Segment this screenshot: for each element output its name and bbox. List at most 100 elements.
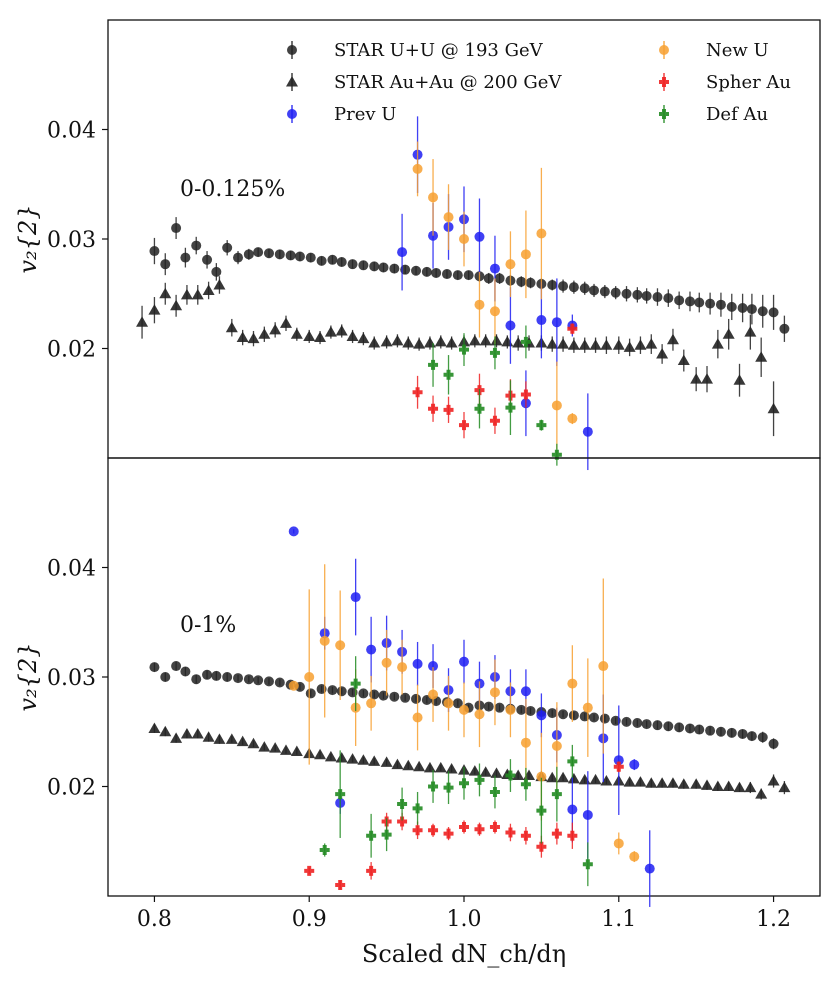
data-point — [171, 661, 182, 672]
data-point — [389, 263, 400, 274]
data-point — [737, 728, 748, 739]
series-star-au-au-200-gev — [148, 722, 791, 800]
legend-label: Prev U — [334, 104, 396, 125]
legend-label: Def Au — [706, 104, 768, 125]
data-point — [722, 780, 735, 791]
data-point — [757, 732, 768, 743]
legend-item-star-au-au-200-gev: STAR Au+Au @ 200 GeV — [286, 72, 562, 93]
data-point — [402, 337, 415, 348]
data-point — [211, 670, 222, 681]
data-point — [380, 756, 393, 767]
data-point — [280, 744, 292, 755]
data-point — [269, 742, 282, 753]
legend-label: Spher Au — [706, 72, 791, 93]
data-point — [582, 809, 593, 820]
data-point — [520, 249, 531, 260]
data-point — [369, 261, 380, 272]
series-prev-u — [288, 526, 655, 907]
data-point — [690, 373, 703, 384]
data-point — [358, 688, 369, 699]
data-point — [347, 259, 358, 270]
data-point — [443, 828, 454, 839]
data-point — [213, 733, 226, 744]
data-point — [222, 242, 233, 253]
data-point — [652, 292, 663, 303]
data-point — [551, 789, 562, 800]
data-point — [567, 678, 578, 689]
x-tick-label: 1.2 — [756, 907, 791, 932]
data-point — [525, 277, 536, 288]
data-point — [243, 674, 254, 685]
data-point — [722, 328, 735, 339]
x-axis-ticks: 0.8 0.9 1.0 1.1 1.2 — [137, 896, 791, 932]
data-point — [567, 413, 578, 424]
data-point — [490, 334, 503, 346]
data-point — [327, 254, 338, 265]
data-point — [412, 658, 423, 669]
data-point — [423, 761, 436, 773]
data-point — [613, 838, 624, 849]
data-point — [191, 674, 202, 685]
data-point — [443, 782, 454, 793]
data-point — [505, 320, 516, 331]
data-point — [411, 693, 422, 704]
data-point — [335, 752, 348, 763]
data-point — [701, 373, 714, 384]
data-point — [489, 687, 500, 698]
data-point — [494, 702, 505, 713]
data-point — [474, 403, 485, 414]
data-point — [629, 851, 640, 862]
data-point — [705, 298, 716, 309]
data-point — [290, 328, 303, 339]
data-point — [757, 306, 768, 317]
data-point — [285, 250, 296, 261]
data-point — [350, 592, 361, 603]
y-tick-label: 0.02 — [47, 776, 96, 801]
data-point — [314, 331, 327, 343]
data-point — [148, 722, 161, 733]
data-point — [253, 675, 264, 686]
data-point — [397, 662, 408, 673]
data-point — [568, 282, 579, 293]
data-point — [656, 347, 669, 359]
data-point — [778, 781, 791, 793]
data-point — [443, 369, 454, 380]
data-point — [294, 251, 305, 262]
data-point — [412, 163, 423, 174]
data-point — [536, 771, 547, 782]
data-point — [551, 740, 562, 751]
data-point — [319, 635, 330, 646]
data-point — [474, 709, 485, 720]
data-point — [324, 326, 337, 337]
data-point — [211, 266, 222, 277]
x-tick-label: 0.9 — [292, 907, 327, 932]
data-point — [423, 337, 436, 348]
data-point — [684, 296, 695, 307]
data-point — [516, 704, 527, 715]
data-point — [666, 777, 679, 788]
data-point — [233, 252, 244, 263]
data-point — [652, 720, 663, 731]
data-point — [582, 426, 593, 437]
data-point — [505, 770, 516, 781]
data-point — [336, 686, 347, 697]
data-point — [589, 339, 602, 350]
y-tick-label: 0.04 — [47, 119, 96, 144]
data-point — [319, 845, 330, 856]
data-point — [247, 737, 260, 749]
data-point — [705, 725, 716, 736]
data-point — [346, 330, 359, 341]
legend-item-def-au: Def Au — [659, 104, 768, 125]
data-point — [589, 285, 600, 296]
data-point — [494, 273, 505, 284]
data-point — [501, 335, 514, 347]
data-point — [551, 400, 562, 411]
data-point — [578, 773, 591, 785]
data-point — [391, 758, 404, 770]
data-point — [567, 804, 578, 815]
bottom-panel: 0.02 0.03 0.04 v₂{2} 0-1% — [14, 457, 821, 907]
data-point — [536, 228, 547, 239]
data-point — [366, 698, 377, 709]
data-point — [599, 713, 610, 724]
